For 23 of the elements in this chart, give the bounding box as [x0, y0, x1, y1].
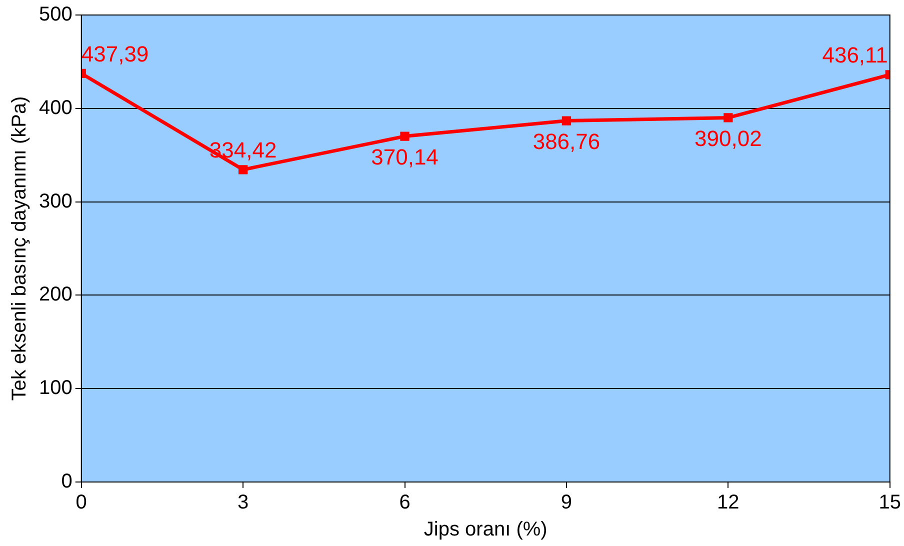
- x-tick-label: 0: [76, 492, 87, 514]
- point: [400, 132, 410, 141]
- y-tick-label: 400: [38, 96, 72, 119]
- x-tick-label: 15: [878, 492, 901, 514]
- data-label: 386,76: [532, 128, 600, 154]
- point: [238, 165, 248, 174]
- x-axis-title: Jips oranı (%): [424, 518, 548, 541]
- data-label: 334,42: [209, 138, 277, 163]
- x-tick-label: 12: [717, 492, 740, 514]
- point: [724, 113, 733, 122]
- y-tick-label: 0: [61, 470, 72, 493]
- x-tick-label: 6: [399, 492, 410, 514]
- data-label: 390,02: [694, 126, 762, 151]
- data-label: 436,11: [822, 42, 888, 68]
- point: [562, 116, 572, 126]
- y-tick-label: 500: [38, 4, 72, 26]
- y-axis-title: Tek eksenli basınç dayanımı (kPa): [8, 96, 31, 401]
- y-tick-label: 200: [38, 284, 72, 306]
- y-tick-label: 300: [38, 190, 72, 212]
- x-tick-label: 9: [560, 492, 572, 514]
- x-tick-label: 3: [238, 492, 249, 514]
- data-label: 370,14: [371, 144, 438, 170]
- y-tick-label: 100: [38, 377, 72, 400]
